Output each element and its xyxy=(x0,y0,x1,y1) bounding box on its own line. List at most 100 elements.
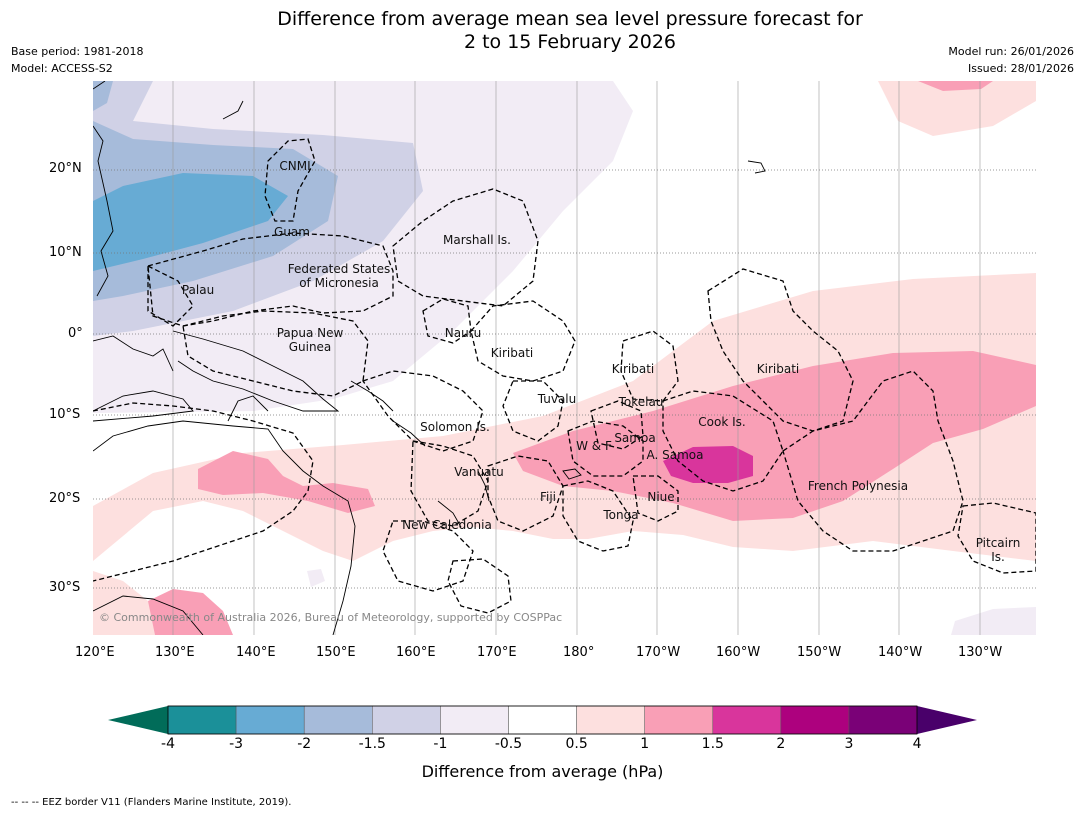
label-french-polynesia: French Polynesia xyxy=(808,479,908,493)
y-label-10s: 10°S xyxy=(49,407,81,422)
label-fiji: Fiji xyxy=(540,490,556,504)
contour-pos-0-5-ne xyxy=(878,81,1036,136)
eez-kiribati-e xyxy=(707,268,854,432)
label-fsm-line1: Federated States xyxy=(288,262,390,276)
x-label-170e: 170°E xyxy=(477,645,517,660)
colorbar-bin xyxy=(303,705,373,735)
contour-neg-2-nw xyxy=(93,81,113,111)
x-label-180: 180° xyxy=(563,645,595,660)
label-marshall: Marshall Is. xyxy=(443,233,511,247)
eez-vanuatu xyxy=(410,440,489,527)
colorbar-tick: 0.5 xyxy=(565,736,588,752)
label-tuvalu: Tuvalu xyxy=(537,392,577,406)
eez-cook xyxy=(662,390,784,492)
colorbar-tick: 2 xyxy=(776,736,786,752)
contour-neg-2 xyxy=(93,173,288,271)
colorbar-bin xyxy=(576,705,645,735)
colorbar-tick: 1.5 xyxy=(701,736,724,752)
y-label-20s: 20°S xyxy=(49,491,81,506)
colorbar-tick: -4 xyxy=(161,736,175,752)
eez-newcal xyxy=(382,520,474,592)
label-kiribati-e: Kiribati xyxy=(757,362,799,376)
colorbar-bin xyxy=(167,705,237,735)
colorbar-bin xyxy=(372,705,441,735)
colorbar-tick: -0.5 xyxy=(494,736,523,752)
eez-kiribati-w xyxy=(470,300,576,382)
model-name: Model: ACCESS-S2 xyxy=(11,62,113,75)
label-tokelau: Tokelau xyxy=(618,395,664,409)
eez-marshall xyxy=(392,188,539,307)
base-period: Base period: 1981-2018 xyxy=(11,45,144,58)
x-label-120e: 120°E xyxy=(75,645,115,660)
copyright-note: © Commonwealth of Australia 2026, Bureau… xyxy=(99,611,562,624)
graticule xyxy=(172,81,981,635)
label-samoa: Samoa xyxy=(614,431,655,445)
x-label-140e: 140°E xyxy=(236,645,276,660)
colorbar-bin xyxy=(235,705,305,735)
label-nauru: Nauru xyxy=(445,326,481,340)
eez-niue xyxy=(632,475,679,522)
colorbar-bin xyxy=(644,705,714,735)
contour-pos-0-5-se xyxy=(93,571,163,635)
colorbar-bin xyxy=(848,705,918,735)
x-label-140w: 140°W xyxy=(878,645,923,660)
eez-png xyxy=(182,310,369,397)
colorbar-tick: -1 xyxy=(433,736,448,752)
eez-solomon xyxy=(361,370,484,452)
colorbar-tick: -2 xyxy=(297,736,312,752)
forecast-map: CNMI Guam Marshall Is. Federated States … xyxy=(93,81,1036,635)
eez-kiribati-c xyxy=(620,330,679,402)
contour-pos-1 xyxy=(513,351,1036,521)
eez-cnmi xyxy=(264,138,316,222)
label-png-line2: Guinea xyxy=(289,340,332,354)
label-palau: Palau xyxy=(182,283,214,297)
label-kiribati-c: Kiribati xyxy=(612,362,654,376)
eez-tokelau xyxy=(590,400,644,450)
eez-fiji xyxy=(487,455,564,532)
label-pitcairn-line1: Pitcairn xyxy=(976,536,1021,550)
title-line-2: 2 to 15 February 2026 xyxy=(463,31,677,53)
label-cnmi: CNMI xyxy=(279,159,310,173)
colorbar-frame xyxy=(167,705,918,735)
colorbar-tick: -1.5 xyxy=(358,736,386,752)
eez-pitcairn xyxy=(957,502,1036,574)
label-png-line1: Papua New xyxy=(277,326,344,340)
eez-palau xyxy=(147,264,194,327)
label-kiribati-w: Kiribati xyxy=(491,346,533,360)
y-label-10n: 10°N xyxy=(49,245,82,260)
colorbar-tick: -3 xyxy=(229,736,244,752)
eez-borders xyxy=(93,138,1036,614)
contour-pos-1-5 xyxy=(663,446,753,483)
x-label-130e: 130°E xyxy=(155,645,195,660)
contour-pos-1-ne xyxy=(918,81,993,91)
y-label-0: 0° xyxy=(68,326,83,341)
latitude-lines xyxy=(93,169,1036,589)
colorbar-high-extension xyxy=(917,706,977,734)
x-label-150w: 150°W xyxy=(797,645,842,660)
eez-frpoly xyxy=(782,370,964,552)
coastlines xyxy=(93,81,766,635)
eez-tonga xyxy=(562,480,634,552)
eez-legend: -- -- -- EEZ border V11 (Flanders Marine… xyxy=(11,797,292,808)
colorbar xyxy=(108,705,977,735)
label-wf: W & F xyxy=(576,439,612,453)
label-fsm-line2: of Micronesia xyxy=(299,276,379,290)
label-niue: Niue xyxy=(647,490,674,504)
label-solomon: Solomon Is. xyxy=(420,420,490,434)
colorbar-tick: 3 xyxy=(844,736,854,752)
colorbar-tick: 1 xyxy=(640,736,650,752)
colorbar-tick: 4 xyxy=(912,736,922,752)
x-label-170w: 170°W xyxy=(636,645,681,660)
colorbar-bin xyxy=(440,705,509,735)
label-new-caledonia: New Caledonia xyxy=(402,518,492,532)
label-guam: Guam xyxy=(274,225,310,239)
contour-pos-1-w xyxy=(198,451,375,513)
colorbar-title: Difference from average (hPa) xyxy=(421,762,664,781)
label-tonga: Tonga xyxy=(602,508,638,522)
x-label-160w: 160°W xyxy=(716,645,761,660)
x-label-130w: 130°W xyxy=(958,645,1003,660)
colorbar-bin xyxy=(508,705,577,735)
contour-pos-1-sw xyxy=(148,589,233,635)
contour-neg-se xyxy=(951,607,1036,635)
colorbar-bin xyxy=(780,705,850,735)
